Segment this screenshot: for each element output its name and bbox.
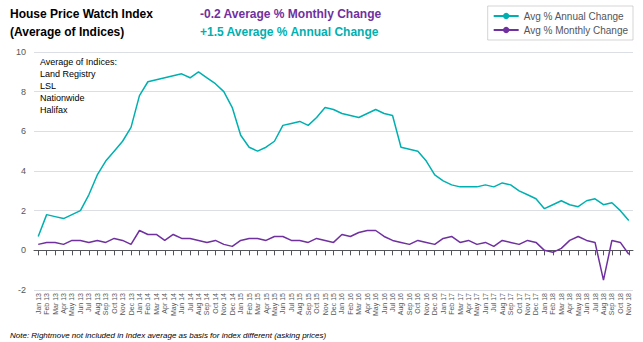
svg-text:-0.2 Average % Monthly Change: -0.2 Average % Monthly Change	[200, 7, 381, 21]
svg-text:Nov 18: Nov 18	[625, 293, 632, 315]
svg-text:Jan 16: Jan 16	[338, 293, 345, 314]
svg-text:Mar 17: Mar 17	[457, 293, 464, 315]
svg-text:Halifax: Halifax	[40, 105, 68, 115]
svg-text:Dec 14: Dec 14	[229, 293, 236, 315]
svg-text:May 17: May 17	[473, 293, 481, 316]
svg-text:0: 0	[21, 245, 26, 255]
svg-text:Nov 14: Nov 14	[220, 293, 227, 315]
svg-text:Sep 14: Sep 14	[203, 293, 211, 315]
svg-text:Jan 17: Jan 17	[440, 293, 447, 314]
svg-text:May 13: May 13	[68, 293, 76, 316]
svg-text:Dec 13: Dec 13	[128, 293, 135, 315]
svg-text:10: 10	[16, 47, 26, 57]
svg-text:Sep 17: Sep 17	[507, 293, 515, 315]
svg-text:Nov 13: Nov 13	[119, 293, 126, 315]
svg-text:Sep 13: Sep 13	[102, 293, 110, 315]
svg-text:Jun 14: Jun 14	[178, 293, 185, 314]
svg-text:6: 6	[21, 126, 26, 136]
svg-text:Oct 18: Oct 18	[617, 293, 624, 314]
svg-text:Feb 16: Feb 16	[347, 293, 354, 315]
svg-text:Jan 15: Jan 15	[237, 293, 244, 314]
svg-text:Jul 16: Jul 16	[389, 293, 396, 312]
svg-text:Dec 16: Dec 16	[431, 293, 438, 315]
svg-text:Jul 17: Jul 17	[490, 293, 497, 312]
svg-text:Feb 14: Feb 14	[144, 293, 151, 315]
svg-text:Jul 13: Jul 13	[85, 293, 92, 312]
svg-text:Avg % Monthly Change: Avg % Monthly Change	[524, 25, 629, 36]
svg-text:May 16: May 16	[372, 293, 380, 316]
svg-text:Jun 13: Jun 13	[77, 293, 84, 314]
svg-text:Jun 15: Jun 15	[279, 293, 286, 314]
svg-text:Aug 14: Aug 14	[195, 293, 203, 315]
svg-text:Mar 16: Mar 16	[355, 293, 362, 315]
svg-text:Dec 17: Dec 17	[532, 293, 539, 315]
svg-text:+1.5 Average % Annual Change: +1.5 Average % Annual Change	[200, 25, 379, 39]
svg-text:Jan 13: Jan 13	[35, 293, 42, 314]
svg-text:4: 4	[21, 166, 26, 176]
svg-text:Jul 14: Jul 14	[187, 293, 194, 312]
svg-text:2: 2	[21, 206, 26, 216]
svg-text:Aug 17: Aug 17	[499, 293, 507, 315]
svg-text:Dec 15: Dec 15	[330, 293, 337, 315]
svg-text:8: 8	[21, 87, 26, 97]
svg-text:Aug 13: Aug 13	[94, 293, 102, 315]
svg-text:May 15: May 15	[271, 293, 279, 316]
svg-text:May 18: May 18	[575, 293, 583, 316]
svg-text:Mar 18: Mar 18	[558, 293, 565, 315]
svg-text:Oct 17: Oct 17	[516, 293, 523, 314]
svg-text:Apr 15: Apr 15	[263, 293, 271, 314]
svg-text:Mar 14: Mar 14	[153, 293, 160, 315]
svg-text:Jun 17: Jun 17	[482, 293, 489, 314]
svg-text:Apr 14: Apr 14	[161, 293, 169, 314]
svg-text:Jul 15: Jul 15	[288, 293, 295, 312]
svg-text:Oct 16: Oct 16	[414, 293, 421, 314]
svg-text:Land Registry: Land Registry	[40, 69, 96, 79]
svg-text:(Average of Indices): (Average of Indices)	[10, 25, 124, 39]
svg-text:Oct 13: Oct 13	[111, 293, 118, 314]
svg-text:LSL: LSL	[40, 81, 56, 91]
svg-text:May 14: May 14	[170, 293, 178, 316]
svg-text:Sep 15: Sep 15	[305, 293, 313, 315]
svg-text:Jul 18: Jul 18	[592, 293, 599, 312]
svg-text:Nov 17: Nov 17	[524, 293, 531, 315]
svg-text:Sep 16: Sep 16	[406, 293, 414, 315]
svg-text:Apr 18: Apr 18	[566, 293, 574, 314]
svg-text:Jan 18: Jan 18	[541, 293, 548, 314]
svg-text:Nationwide: Nationwide	[40, 93, 85, 103]
svg-text:Note: Rightmove not included i: Note: Rightmove not included in Index av…	[10, 331, 327, 340]
svg-text:Sep 18: Sep 18	[608, 293, 616, 315]
svg-text:Jan 14: Jan 14	[136, 293, 143, 314]
svg-text:Feb 15: Feb 15	[246, 293, 253, 315]
svg-text:Average of Indices:: Average of Indices:	[40, 57, 117, 67]
svg-text:Apr 16: Apr 16	[364, 293, 372, 314]
svg-text:Jun 18: Jun 18	[583, 293, 590, 314]
svg-text:Nov 15: Nov 15	[322, 293, 329, 315]
svg-text:-2: -2	[18, 285, 26, 295]
svg-text:Oct 15: Oct 15	[313, 293, 320, 314]
svg-text:Mar 15: Mar 15	[254, 293, 261, 315]
svg-text:House Price Watch Index: House Price Watch Index	[10, 7, 153, 21]
svg-text:Apr 13: Apr 13	[60, 293, 68, 314]
svg-text:Feb 18: Feb 18	[549, 293, 556, 315]
svg-text:Aug 18: Aug 18	[600, 293, 608, 315]
svg-text:Aug 16: Aug 16	[397, 293, 405, 315]
svg-text:Oct 14: Oct 14	[212, 293, 219, 314]
svg-text:Feb 17: Feb 17	[448, 293, 455, 315]
svg-text:Jun 16: Jun 16	[381, 293, 388, 314]
svg-text:Aug 15: Aug 15	[296, 293, 304, 315]
svg-text:Nov 16: Nov 16	[423, 293, 430, 315]
svg-text:Avg % Annual Change: Avg % Annual Change	[524, 11, 624, 22]
svg-text:Feb 13: Feb 13	[43, 293, 50, 315]
svg-text:Apr 17: Apr 17	[465, 293, 473, 314]
svg-text:Mar 13: Mar 13	[52, 293, 59, 315]
